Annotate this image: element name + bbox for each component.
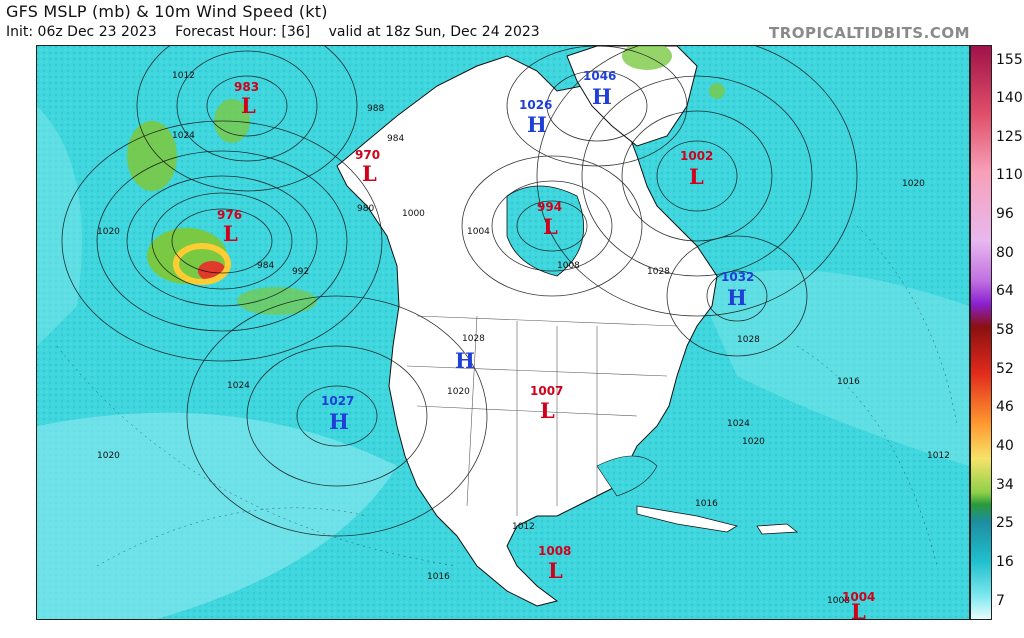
low-994[interactable]: 994 L	[537, 200, 562, 239]
colorbar-tick: 16	[996, 554, 1014, 570]
svg-text:L: L	[543, 214, 558, 239]
valid-time: valid at 18z Sun, Dec 24 2023	[328, 24, 540, 40]
chart-subtitle: Init: 06z Dec 23 2023 Forecast Hour: [36…	[6, 24, 554, 40]
init-time: Init: 06z Dec 23 2023	[6, 24, 157, 40]
high-1046[interactable]: 1046 H	[583, 69, 616, 109]
colorbar-tick: 46	[996, 399, 1014, 415]
low-1002[interactable]: 1002 L	[680, 149, 713, 189]
colorbar-tick: 7	[996, 593, 1005, 609]
colorbar-tick: 80	[996, 245, 1014, 261]
svg-text:1004: 1004	[842, 590, 875, 604]
map-canvas: 1012 1024 1020 992 984 988 984 980 1000 …	[37, 46, 969, 619]
low-1008[interactable]: 1008 L	[538, 544, 571, 583]
isobar-label: 1020	[447, 387, 470, 397]
svg-text:L: L	[241, 93, 256, 118]
isobar-label: 1012	[172, 71, 195, 81]
colorbar-gradient	[971, 46, 991, 619]
high-1032[interactable]: 1032 H	[721, 270, 754, 310]
low-970[interactable]: 970 L	[355, 148, 380, 186]
low-976[interactable]: 976 L	[217, 208, 242, 246]
forecast-hour: Forecast Hour: [36]	[175, 24, 311, 40]
low-1004[interactable]: 1004 L	[842, 590, 875, 619]
colorbar-tick: 52	[996, 361, 1014, 377]
svg-text:L: L	[548, 558, 563, 583]
colorbar-tick: 34	[996, 477, 1014, 493]
svg-text:1008: 1008	[538, 544, 571, 558]
isobar-label: 1020	[97, 451, 120, 461]
isobar-label: 984	[257, 261, 274, 271]
weather-map[interactable]: 1012 1024 1020 992 984 988 984 980 1000 …	[36, 45, 970, 620]
svg-text:1007: 1007	[530, 384, 563, 398]
colorbar-tick: 58	[996, 322, 1014, 338]
svg-text:H: H	[527, 112, 547, 137]
svg-text:H: H	[727, 285, 747, 310]
svg-text:H: H	[592, 84, 612, 109]
isobar-label: 984	[387, 134, 404, 144]
isobar-label: 1004	[467, 227, 490, 237]
svg-text:L: L	[851, 599, 866, 619]
isobar-label: 1016	[837, 377, 860, 387]
colorbar-tick: 96	[996, 206, 1014, 222]
svg-text:994: 994	[537, 200, 562, 214]
site-brand[interactable]: TROPICALTIDBITS.COM	[769, 24, 970, 42]
colorbar-tick: 125	[996, 129, 1023, 145]
svg-text:983: 983	[234, 80, 259, 94]
svg-text:1002: 1002	[680, 149, 713, 163]
svg-text:L: L	[540, 398, 555, 423]
svg-text:H: H	[455, 348, 475, 373]
isobar-label: 1012	[927, 451, 950, 461]
isobar-label: 1024	[727, 419, 750, 429]
isobar-label: 1020	[97, 227, 120, 237]
wind-speed-colorbar	[970, 45, 992, 620]
high-1026[interactable]: 1026 H	[519, 98, 552, 137]
isobar-label: 988	[367, 104, 384, 114]
svg-text:1027: 1027	[321, 394, 354, 408]
svg-text:976: 976	[217, 208, 242, 222]
svg-text:970: 970	[355, 148, 380, 162]
high-interior[interactable]: H	[455, 348, 475, 373]
colorbar-tick: 25	[996, 515, 1014, 531]
svg-text:L: L	[223, 221, 238, 246]
isobar-label: 1024	[227, 381, 250, 391]
colorbar-tick: 64	[996, 283, 1014, 299]
isobar-label: 1028	[462, 334, 485, 344]
chart-title: GFS MSLP (mb) & 10m Wind Speed (kt)	[6, 2, 328, 21]
isobar-label: 1028	[647, 267, 670, 277]
isobar-label: 1012	[512, 522, 535, 532]
isobar-label: 1028	[737, 335, 760, 345]
high-1027[interactable]: 1027 H	[321, 394, 354, 434]
isobar-label: 1020	[742, 437, 765, 447]
isobar-label: 980	[357, 204, 374, 214]
svg-text:H: H	[329, 409, 349, 434]
isobars	[61, 46, 858, 537]
isobar-label: 1000	[402, 209, 425, 219]
svg-text:L: L	[689, 164, 704, 189]
isobar-label: 1008	[827, 596, 850, 606]
svg-text:1032: 1032	[721, 270, 754, 284]
low-983[interactable]: 983 L	[234, 80, 259, 118]
isobar-label: 1024	[172, 131, 195, 141]
colorbar-tick: 155	[996, 52, 1023, 68]
isobar-label: 1016	[695, 499, 718, 509]
isobar-label: 1020	[902, 179, 925, 189]
svg-text:1026: 1026	[519, 98, 552, 112]
isobar-label: 992	[292, 267, 309, 277]
colorbar-tick: 140	[996, 90, 1023, 106]
svg-text:L: L	[362, 161, 377, 186]
colorbar-tick: 110	[996, 167, 1023, 183]
isobar-label: 1008	[557, 261, 580, 271]
colorbar-tick: 40	[996, 438, 1014, 454]
low-1007[interactable]: 1007 L	[530, 384, 563, 423]
isobar-label: 1016	[427, 572, 450, 582]
svg-text:1046: 1046	[583, 69, 616, 83]
